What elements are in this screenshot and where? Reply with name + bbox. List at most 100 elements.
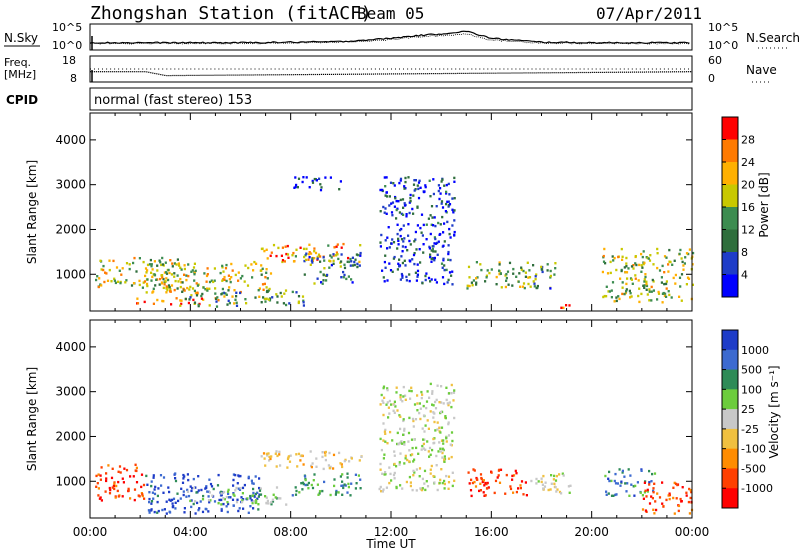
- heatmap-cell: [194, 486, 197, 489]
- heatmap-cell: [195, 282, 198, 285]
- heatmap-cell: [382, 413, 385, 417]
- heatmap-cell: [220, 507, 223, 511]
- heatmap-cell: [680, 257, 683, 260]
- heatmap-cell: [148, 491, 151, 494]
- heatmap-cell: [534, 275, 537, 278]
- heatmap-cell: [279, 464, 282, 467]
- freq-point: [216, 74, 218, 76]
- heatmap-cell: [261, 283, 265, 286]
- heatmap-cell: [164, 280, 167, 283]
- heatmap-cell: [295, 489, 298, 493]
- heatmap-cell: [408, 475, 411, 479]
- heatmap-cell: [439, 410, 443, 414]
- nave-point: [391, 68, 392, 70]
- heatmap-cell: [397, 243, 400, 246]
- heatmap-cell: [668, 293, 671, 297]
- heatmap-cell: [450, 405, 453, 409]
- heatmap-cell: [284, 245, 287, 248]
- heatmap-cell: [320, 281, 323, 284]
- heatmap-cell: [170, 273, 173, 276]
- heatmap-cell: [277, 246, 280, 250]
- heatmap-cell: [436, 421, 439, 424]
- heatmap-cell: [403, 443, 406, 446]
- freq-point: [184, 74, 186, 77]
- freq-point: [278, 74, 280, 76]
- heatmap-cell: [313, 257, 316, 260]
- heatmap-cell: [435, 464, 438, 467]
- freq-point: [487, 72, 489, 74]
- heatmap-cell: [102, 264, 105, 268]
- freq-point: [531, 72, 533, 74]
- heatmap-cell: [398, 258, 401, 261]
- freq-point: [591, 71, 593, 73]
- heatmap-cell: [498, 269, 501, 272]
- heatmap-cell: [560, 306, 563, 309]
- heatmap-cell: [175, 263, 178, 266]
- heatmap-cell: [297, 301, 300, 305]
- heatmap-cell: [350, 457, 353, 460]
- heatmap-cell: [317, 493, 320, 496]
- freq-point: [198, 74, 200, 76]
- heatmap-cell: [615, 268, 618, 272]
- heatmap-cell: [385, 212, 388, 215]
- heatmap-cell: [384, 185, 387, 188]
- freq-point: [232, 74, 234, 76]
- freq-point: [252, 74, 254, 76]
- heatmap-cell: [301, 295, 305, 298]
- heatmap-cell: [305, 176, 308, 179]
- nave-point: [571, 68, 573, 70]
- freq-point: [377, 73, 379, 75]
- heatmap-cell: [310, 483, 313, 487]
- heatmap-cell: [261, 267, 264, 270]
- heatmap-cell: [301, 481, 305, 484]
- heatmap-cell: [97, 487, 100, 490]
- heatmap-cell: [403, 429, 406, 432]
- heatmap-cell: [243, 280, 246, 283]
- nave-point: [659, 68, 661, 70]
- heatmap-cell: [388, 399, 391, 403]
- heatmap-cell: [648, 481, 651, 484]
- heatmap-cell: [393, 411, 396, 414]
- noise-strip-frame: [89, 23, 693, 51]
- heatmap-cell: [194, 512, 197, 515]
- heatmap-cell: [125, 279, 128, 282]
- heatmap-cell: [518, 272, 521, 275]
- heatmap-cell: [353, 260, 356, 264]
- heatmap-cell: [405, 213, 408, 216]
- heatmap-cell: [205, 485, 208, 488]
- heatmap-cell: [420, 213, 424, 216]
- heatmap-cell: [237, 271, 240, 274]
- heatmap-cell: [229, 496, 232, 499]
- heatmap-cell: [524, 271, 527, 274]
- heatmap-cell: [442, 442, 445, 445]
- heatmap-cell: [643, 286, 646, 289]
- heatmap-cell: [679, 497, 682, 501]
- heatmap-cell: [207, 499, 211, 502]
- heatmap-cell: [391, 439, 394, 442]
- heatmap-cell: [228, 301, 231, 305]
- heatmap-cell: [385, 403, 388, 406]
- heatmap-cell: [438, 481, 441, 485]
- heatmap-cell: [97, 473, 100, 476]
- heatmap-cell: [315, 179, 318, 182]
- heatmap-cell: [343, 483, 346, 486]
- heatmap-cell: [511, 478, 514, 481]
- heatmap-cell: [643, 278, 646, 281]
- heatmap-cell: [416, 275, 419, 278]
- heatmap-cell: [447, 481, 451, 484]
- heatmap-cell: [174, 501, 177, 504]
- heatmap-cell: [155, 278, 158, 281]
- heatmap-cell: [193, 262, 196, 265]
- heatmap-cell: [295, 453, 298, 456]
- freq-point: [497, 72, 499, 74]
- heatmap-cell: [645, 288, 648, 291]
- heatmap-cell: [251, 276, 254, 279]
- heatmap-cell: [390, 242, 393, 245]
- heatmap-cell: [414, 179, 417, 182]
- heatmap-cell: [226, 303, 229, 306]
- heatmap-cell: [258, 477, 261, 480]
- heatmap-cell: [189, 499, 192, 503]
- heatmap-cell: [606, 272, 610, 275]
- heatmap-cell: [171, 262, 174, 265]
- heatmap-cell: [115, 484, 118, 488]
